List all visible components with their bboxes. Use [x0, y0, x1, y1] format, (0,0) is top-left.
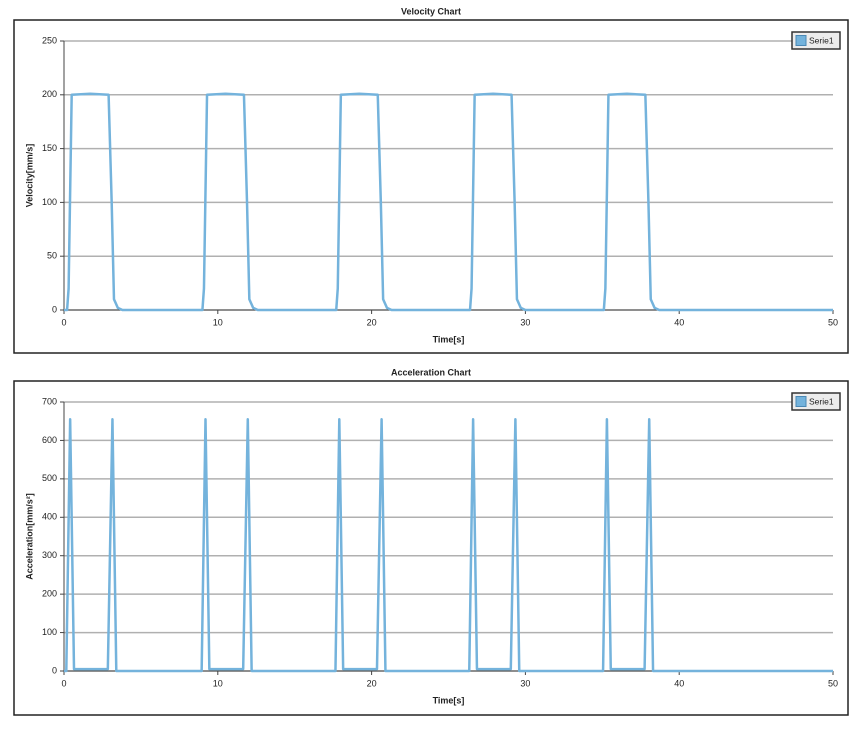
legend-swatch — [795, 35, 807, 46]
y-tick-label: 500 — [42, 473, 57, 483]
y-tick-label: 200 — [42, 89, 57, 99]
y-tick-label: 100 — [42, 627, 57, 637]
y-axis-title: Acceleration[mm/s²] — [24, 493, 34, 580]
y-tick-label: 250 — [42, 35, 57, 45]
x-tick-label: 0 — [61, 317, 66, 327]
x-tick-label: 30 — [520, 678, 530, 688]
legend-swatch — [795, 396, 807, 407]
y-axis-title: Velocity[mm/s] — [24, 144, 34, 208]
y-tick-label: 150 — [42, 143, 57, 153]
y-tick-label: 300 — [42, 550, 57, 560]
chart-title: Acceleration Chart — [391, 367, 471, 377]
y-tick-label: 700 — [42, 396, 57, 406]
x-tick-label: 10 — [213, 678, 223, 688]
y-tick-label: 0 — [52, 304, 57, 314]
x-tick-label: 30 — [520, 317, 530, 327]
y-tick-label: 0 — [52, 665, 57, 675]
x-tick-label: 50 — [828, 678, 838, 688]
data-line — [64, 418, 833, 673]
chart-title: Velocity Chart — [401, 6, 461, 16]
x-tick-label: 0 — [61, 678, 66, 688]
chart-frame — [13, 19, 849, 354]
y-tick-label: 400 — [42, 512, 57, 522]
x-axis-title: Time[s] — [433, 695, 465, 705]
x-tick-label: 40 — [674, 678, 684, 688]
data-line — [64, 92, 833, 312]
legend-label: Serie1 — [809, 35, 834, 45]
x-tick-label: 10 — [213, 317, 223, 327]
x-axis-title: Time[s] — [433, 334, 465, 344]
x-tick-label: 20 — [367, 678, 377, 688]
y-tick-label: 600 — [42, 435, 57, 445]
legend: Serie1 — [791, 392, 841, 411]
y-tick-label: 100 — [42, 197, 57, 207]
y-tick-label: 200 — [42, 589, 57, 599]
x-tick-label: 40 — [674, 317, 684, 327]
legend: Serie1 — [791, 31, 841, 50]
chart-frame — [13, 380, 849, 716]
y-tick-label: 50 — [47, 251, 57, 261]
x-tick-label: 50 — [828, 317, 838, 327]
x-tick-label: 20 — [367, 317, 377, 327]
legend-label: Serie1 — [809, 396, 834, 406]
